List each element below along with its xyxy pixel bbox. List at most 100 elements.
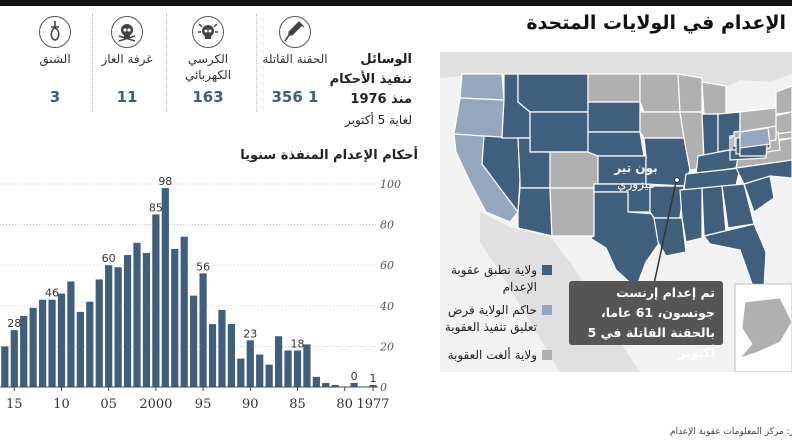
bar <box>284 350 292 387</box>
state-arizona <box>517 187 553 237</box>
bar <box>76 311 84 387</box>
chart-title: أحكام الإعدام المنفذة سنويا <box>240 148 418 163</box>
bar <box>57 293 66 387</box>
method-label: الشنق <box>39 52 71 66</box>
state-iowa <box>639 111 685 139</box>
method-hanging: الشنق 3 <box>20 16 90 112</box>
state-arkansas <box>649 185 685 219</box>
x-tick-label: 10 <box>53 397 70 412</box>
state-new-england <box>775 85 792 115</box>
method-count: 1 356 <box>271 88 319 106</box>
noose-icon <box>39 16 71 48</box>
data-label: 23 <box>243 327 257 340</box>
state-pennsylvania <box>739 127 771 149</box>
data-label: 60 <box>102 252 116 265</box>
state-alaska <box>738 297 792 359</box>
bar <box>20 315 28 387</box>
divider <box>166 14 167 112</box>
data-label: 98 <box>158 175 172 188</box>
bar <box>227 324 235 387</box>
bar <box>293 350 302 387</box>
method-electric-chair: الكرسي الكهربائي 163 <box>173 16 243 112</box>
legend-item-abolished: ولاية ألغت العقوبة <box>427 347 552 364</box>
state-oregon <box>453 97 505 139</box>
method-label: الكرسي الكهربائي <box>184 52 232 82</box>
page-title: الإعدام في الولايات المتحدة <box>526 12 786 34</box>
bar <box>256 354 264 387</box>
bar <box>303 344 311 387</box>
data-label: 0 <box>351 370 358 383</box>
source-note: المصدر: مركز المعلومات عقوبة الإعدام <box>670 427 792 437</box>
data-label: 28 <box>7 317 21 330</box>
y-tick-label: 60 <box>380 259 394 272</box>
bar <box>161 188 169 387</box>
state-texas <box>588 191 661 290</box>
x-tick-label: 95 <box>195 397 212 412</box>
method-gas-chamber: غرفة الغاز 11 <box>92 16 162 112</box>
skull-icon <box>111 16 143 48</box>
legend-swatch <box>542 350 552 360</box>
legend-label: ولاية تطبق عقوبة الإعدام <box>450 263 537 294</box>
location-marker <box>674 177 680 183</box>
x-tick-label: 05 <box>100 397 117 412</box>
state-new-york <box>739 107 777 133</box>
method-label: غرفة الغاز <box>101 52 153 66</box>
state-new-mexico <box>549 187 595 237</box>
data-label: 46 <box>45 287 59 300</box>
bar-chart: 0204060801001018235698856046281977808590… <box>0 175 401 412</box>
legend-item-active: ولاية تطبق عقوبة الإعدام <box>437 262 552 296</box>
since-note: الوسائل تنفيذ الأحكام منذ 1976 لغاية 5 أ… <box>330 50 412 130</box>
callout-leader <box>653 181 677 285</box>
method-lethal-injection: الحقنة القاتلة 1 356 <box>260 16 330 112</box>
y-tick-label: 40 <box>379 300 394 313</box>
bar <box>142 253 151 387</box>
legend-swatch <box>542 305 552 315</box>
bar <box>275 336 283 387</box>
data-label: 1 <box>370 372 377 385</box>
method-count: 163 <box>192 88 224 106</box>
x-tick-label: 15 <box>6 397 23 412</box>
state-michigan <box>701 81 727 115</box>
since-line: تنفيذ الأحكام <box>329 72 412 87</box>
bar <box>218 309 226 387</box>
state-wisconsin <box>677 73 703 113</box>
legend-item-moratorium: حاكم الولاية فرض تعليق تنفيذ العقوبة <box>427 302 552 336</box>
bar <box>369 384 377 387</box>
bar <box>322 382 330 387</box>
map-state-label: ميزوري <box>617 177 655 192</box>
state-alabama <box>701 185 727 237</box>
state-wyoming <box>529 111 589 153</box>
y-tick-label: 80 <box>380 219 394 232</box>
since-line: منذ 1976 <box>350 92 412 107</box>
bar <box>199 273 207 387</box>
bar <box>312 376 320 387</box>
y-tick-label: 100 <box>380 178 401 191</box>
data-label: 18 <box>290 337 304 350</box>
x-tick-label: 80 <box>336 397 353 412</box>
bar <box>350 382 358 387</box>
bar <box>67 281 75 387</box>
state-nebraska <box>587 131 645 157</box>
bar <box>114 267 122 387</box>
x-tick-label: 2000 <box>139 397 172 412</box>
bar <box>10 330 18 387</box>
state-indiana <box>701 113 719 159</box>
legend-label: حاكم الولاية فرض تعليق تنفيذ العقوبة <box>444 303 537 334</box>
method-count: 3 <box>49 88 61 106</box>
state-washington <box>459 73 505 101</box>
bar <box>105 265 113 387</box>
bar <box>86 301 94 387</box>
x-tick-label: 90 <box>242 397 259 412</box>
y-tick-label: 0 <box>380 381 387 394</box>
bar <box>265 364 273 387</box>
bar <box>29 307 37 387</box>
bar <box>208 324 217 387</box>
method-count: 11 <box>116 88 138 106</box>
bar <box>152 214 160 387</box>
divider <box>256 14 257 112</box>
bar <box>95 279 103 387</box>
legend-label: ولاية ألغت العقوبة <box>447 348 537 362</box>
method-label: الحقنة القاتلة <box>262 52 328 66</box>
data-label: 56 <box>196 260 210 273</box>
x-tick-label: 1977 <box>356 397 389 412</box>
